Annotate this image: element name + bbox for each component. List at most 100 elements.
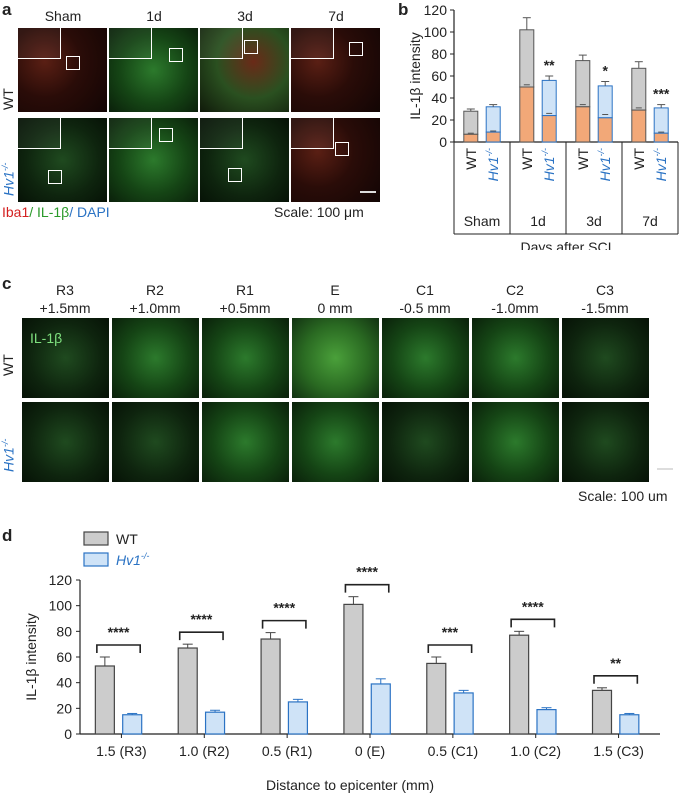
significance-label: ** <box>610 655 621 671</box>
panel-c-letter: c <box>2 274 12 293</box>
panel-c-col-region-R1: R1 <box>236 282 254 298</box>
bar-lower <box>485 131 501 143</box>
bar-total <box>519 29 535 88</box>
significance-bracket <box>344 583 390 593</box>
panel-c-col-dist-R3: +1.5mm <box>39 300 91 316</box>
bar-total <box>485 106 501 133</box>
significance-label: *** <box>442 624 459 640</box>
panel-c-col-dist-R2: +1.0mm <box>129 300 181 316</box>
panel-c-scale-label: Scale: 100 um <box>578 488 668 504</box>
y-tick-label: 100 <box>424 24 448 40</box>
category-label: WT <box>519 148 535 170</box>
legend-part-2: / DAPI <box>69 204 110 220</box>
zoom-inset <box>291 118 334 149</box>
panel-a-letter: a <box>2 0 12 19</box>
bar-hv1 <box>453 692 474 735</box>
bar-hv1 <box>619 714 640 735</box>
x-tick-label: 0.5 (R1) <box>262 743 313 759</box>
legend-swatch <box>83 531 109 546</box>
y-tick-label: 100 <box>49 598 73 614</box>
group-label: Sham <box>464 213 501 229</box>
y-axis-label: IL-1β intensity <box>23 613 39 700</box>
panel-a-image-wt-Sham <box>18 28 107 112</box>
bar-total <box>541 79 557 117</box>
bar-total <box>597 85 613 119</box>
bar-total <box>653 107 669 134</box>
significance-label: * <box>602 63 608 79</box>
panel-c-image-wt-E <box>292 318 379 398</box>
group-label: 7d <box>642 213 658 229</box>
panel-a-image-hv1-3d <box>200 118 289 202</box>
significance-label: **** <box>190 611 212 627</box>
panel-a-row-wt: WT <box>0 88 16 110</box>
category-label: Hv1-/- <box>484 148 501 181</box>
category-label: Hv1-/- <box>540 148 557 181</box>
panel-c-col-dist-E: 0 mm <box>317 300 353 316</box>
category-label: Hv1-/- <box>652 148 669 181</box>
panel-a-image-wt-3d <box>200 28 289 112</box>
legend-label: WT <box>116 531 138 547</box>
y-tick-label: 20 <box>56 700 72 716</box>
bar-hv1 <box>536 709 557 735</box>
x-tick-label: 0 (E) <box>355 743 385 759</box>
y-tick-label: 120 <box>424 2 448 18</box>
zoom-inset <box>109 118 152 149</box>
panel-c-image-wt-R2 <box>112 318 199 398</box>
panel-c-col-dist-C2: -1.0mm <box>491 300 539 316</box>
panel-c-scale-bar <box>657 468 673 470</box>
x-tick-label: 1.0 (R2) <box>179 743 230 759</box>
x-tick-label: 1.5 (C3) <box>593 743 644 759</box>
panel-a-image-hv1-Sham <box>18 118 107 202</box>
panel-a-image-wt-1d <box>109 28 198 112</box>
category-label: WT <box>463 148 479 170</box>
zoom-inset <box>200 118 243 149</box>
bar-total <box>463 110 479 135</box>
panel-c-col-dist-R1: +0.5mm <box>219 300 271 316</box>
significance-label: *** <box>653 86 670 102</box>
panel-a-stain-legend: Iba1/ IL-1β/ DAPI <box>2 204 110 220</box>
significance-bracket <box>427 644 473 653</box>
bar-total <box>575 60 591 108</box>
roi-box <box>228 168 242 182</box>
panel-c-image-hv1-R2 <box>112 402 199 482</box>
panel-c-col-dist-C3: -1.5mm <box>581 300 629 316</box>
y-tick-label: 0 <box>439 134 447 150</box>
y-tick-label: 80 <box>431 46 447 62</box>
significance-bracket <box>96 644 141 653</box>
zoom-inset <box>291 28 334 59</box>
panel-a-image-wt-7d <box>291 28 380 112</box>
panel-a-scale-bar <box>360 191 376 193</box>
bar-lower <box>541 115 557 143</box>
panel-a-col-7d: 7d <box>328 8 344 24</box>
roi-box <box>48 170 62 184</box>
panel-c-stain-label: IL-1β <box>30 330 63 346</box>
y-tick-label: 40 <box>431 90 447 106</box>
panel-c-col-dist-C1: -0.5 mm <box>399 300 451 316</box>
bar-lower <box>653 132 669 143</box>
panel-c-image-wt-C2 <box>472 318 559 398</box>
x-tick-label: 1.5 (R3) <box>96 743 147 759</box>
panel-a-col-3d: 3d <box>237 8 253 24</box>
x-tick-label: 0.5 (C1) <box>428 743 479 759</box>
bar-hv1 <box>287 701 309 735</box>
panel-a-col-1d: 1d <box>146 8 162 24</box>
category-label: WT <box>575 148 591 170</box>
panel-c-image-wt-R1 <box>202 318 289 398</box>
legend-part-1: / IL-1β <box>29 204 70 220</box>
panel-c-col-region-R2: R2 <box>146 282 164 298</box>
panel-c-image-hv1-C1 <box>382 402 469 482</box>
x-axis-label: Days after SCI <box>520 239 611 250</box>
bar-wt <box>343 603 364 735</box>
panel-c-col-region-C1: C1 <box>416 282 434 298</box>
y-tick-label: 60 <box>431 68 447 84</box>
bar-lower <box>631 109 647 143</box>
panel-c-col-region-C3: C3 <box>596 282 614 298</box>
roi-box <box>335 142 349 156</box>
y-tick-label: 0 <box>64 726 72 742</box>
panel-c-image-hv1-R1 <box>202 402 289 482</box>
y-axis-label: IL-1β intensity <box>407 32 423 119</box>
bar-wt <box>177 647 198 735</box>
bar-lower <box>597 117 613 143</box>
bar-hv1 <box>370 683 391 735</box>
